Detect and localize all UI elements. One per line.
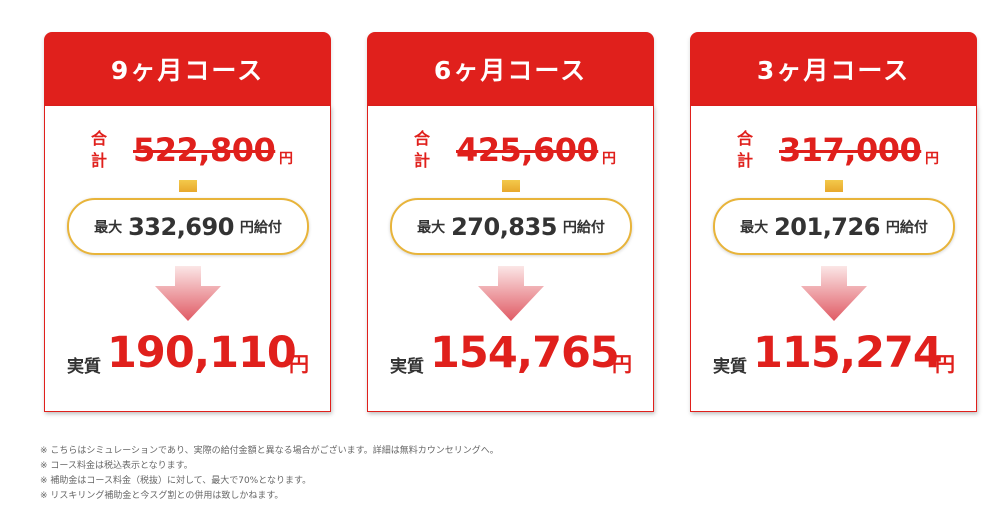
total-label-char: 合 (90, 129, 107, 148)
original-price-unit: 円 (602, 151, 616, 167)
real-price-unit: 円 (935, 352, 955, 376)
footnote: ※ 補助金はコース料金（税抜）に対して、最大で70%となります。 (40, 476, 312, 486)
footnote: ※ こちらはシミュレーションであり、実際の給付金額と異なる場合がございます。詳細… (40, 446, 499, 456)
subsidy-amount: 332,690 (128, 212, 234, 241)
course-title: 3ヶ月コース (756, 56, 911, 85)
subsidy-prefix: 最大 (417, 219, 446, 236)
subsidy-suffix: 円給付 (239, 219, 282, 236)
subsidy-badge: 最大 332,690 円給付 (67, 198, 309, 255)
card-header: 3ヶ月コース (690, 32, 977, 106)
real-price-label: 実質 (67, 357, 101, 377)
original-price-unit: 円 (925, 151, 939, 167)
original-price: 522,800 (133, 131, 276, 169)
card-body: 合 計 317,000 円 最大 201,726 円給付 実質 115,274 … (690, 106, 977, 412)
total-label-char: 計 (736, 151, 753, 170)
original-price: 425,600 (456, 131, 599, 169)
real-price-unit: 円 (612, 352, 632, 376)
real-price: 115,274 (753, 328, 943, 378)
total-label: 合 計 (735, 128, 755, 172)
subsidy-badge: 最大 201,726 円給付 (713, 198, 955, 255)
total-label: 合 計 (412, 128, 432, 172)
subsidy-suffix: 円給付 (562, 219, 605, 236)
subsidy-amount: 201,726 (774, 212, 880, 241)
card-body: 合 計 425,600 円 最大 270,835 円給付 実質 154,765 … (367, 106, 654, 412)
course-card-9-months: 9ヶ月コース 合 計 522,800 円 最大 332,690 円給付 実質 1… (44, 32, 331, 413)
footnote: ※ コース料金は税込表示となります。 (40, 461, 193, 471)
real-price: 190,110 (107, 328, 297, 378)
course-card-6-months: 6ヶ月コース 合 計 425,600 円 最大 270,835 円給付 実質 1… (367, 32, 654, 413)
total-label-char: 合 (736, 129, 753, 148)
total-label-char: 計 (413, 151, 430, 170)
down-arrow-icon (155, 266, 221, 321)
real-price-label: 実質 (713, 357, 747, 377)
subsidy-prefix: 最大 (740, 219, 769, 236)
real-price-unit: 円 (289, 352, 309, 376)
course-card-3-months: 3ヶ月コース 合 計 317,000 円 最大 201,726 円給付 実質 1… (690, 32, 977, 413)
connector-bar (502, 180, 520, 192)
connector-bar (825, 180, 843, 192)
footnote: ※ リスキリング補助金と今スグ割との併用は致しかねます。 (40, 491, 284, 501)
card-body: 合 計 522,800 円 最大 332,690 円給付 実質 190,110 … (44, 106, 331, 412)
total-label-char: 合 (413, 129, 430, 148)
original-price-unit: 円 (279, 151, 293, 167)
real-price: 154,765 (430, 328, 620, 378)
down-arrow-icon (478, 266, 544, 321)
total-label-char: 計 (90, 151, 107, 170)
card-header: 9ヶ月コース (44, 32, 331, 106)
down-arrow-icon (801, 266, 867, 321)
footnotes: ※ こちらはシミュレーションであり、実際の給付金額と異なる場合がございます。詳細… (40, 444, 499, 504)
subsidy-suffix: 円給付 (885, 219, 928, 236)
course-title: 9ヶ月コース (110, 56, 265, 85)
connector-bar (179, 180, 197, 192)
total-label: 合 計 (89, 128, 109, 172)
real-price-label: 実質 (390, 357, 424, 377)
card-header: 6ヶ月コース (367, 32, 654, 106)
subsidy-prefix: 最大 (94, 219, 123, 236)
subsidy-amount: 270,835 (451, 212, 557, 241)
course-title: 6ヶ月コース (433, 56, 588, 85)
original-price: 317,000 (779, 131, 922, 169)
subsidy-badge: 最大 270,835 円給付 (390, 198, 632, 255)
